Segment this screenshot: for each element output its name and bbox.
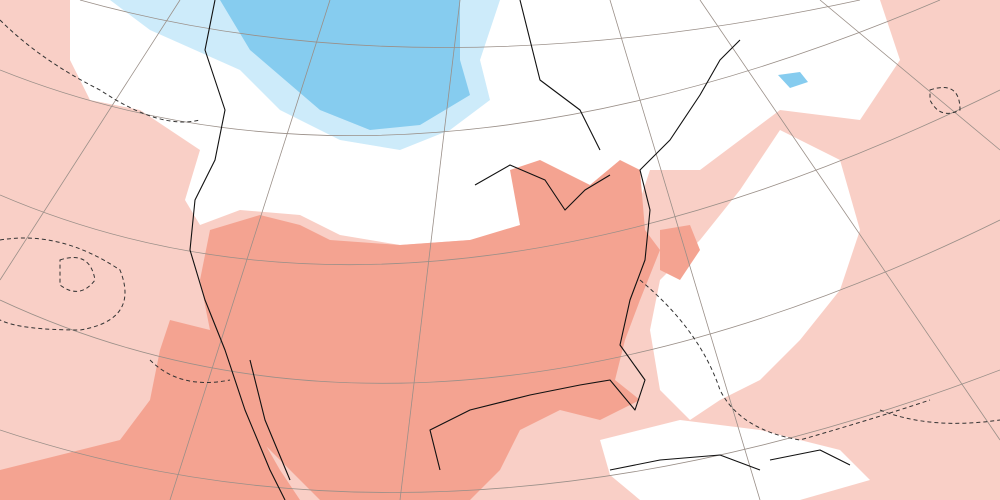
contours — [0, 19, 1000, 441]
coastlines — [189, 0, 851, 500]
cold-region — [220, 0, 470, 130]
neutral-region — [650, 130, 860, 420]
warm-region — [0, 320, 300, 500]
warm-region — [200, 160, 660, 500]
warm-region — [660, 225, 700, 280]
cold-region — [778, 72, 808, 88]
neutral-region — [600, 420, 870, 500]
